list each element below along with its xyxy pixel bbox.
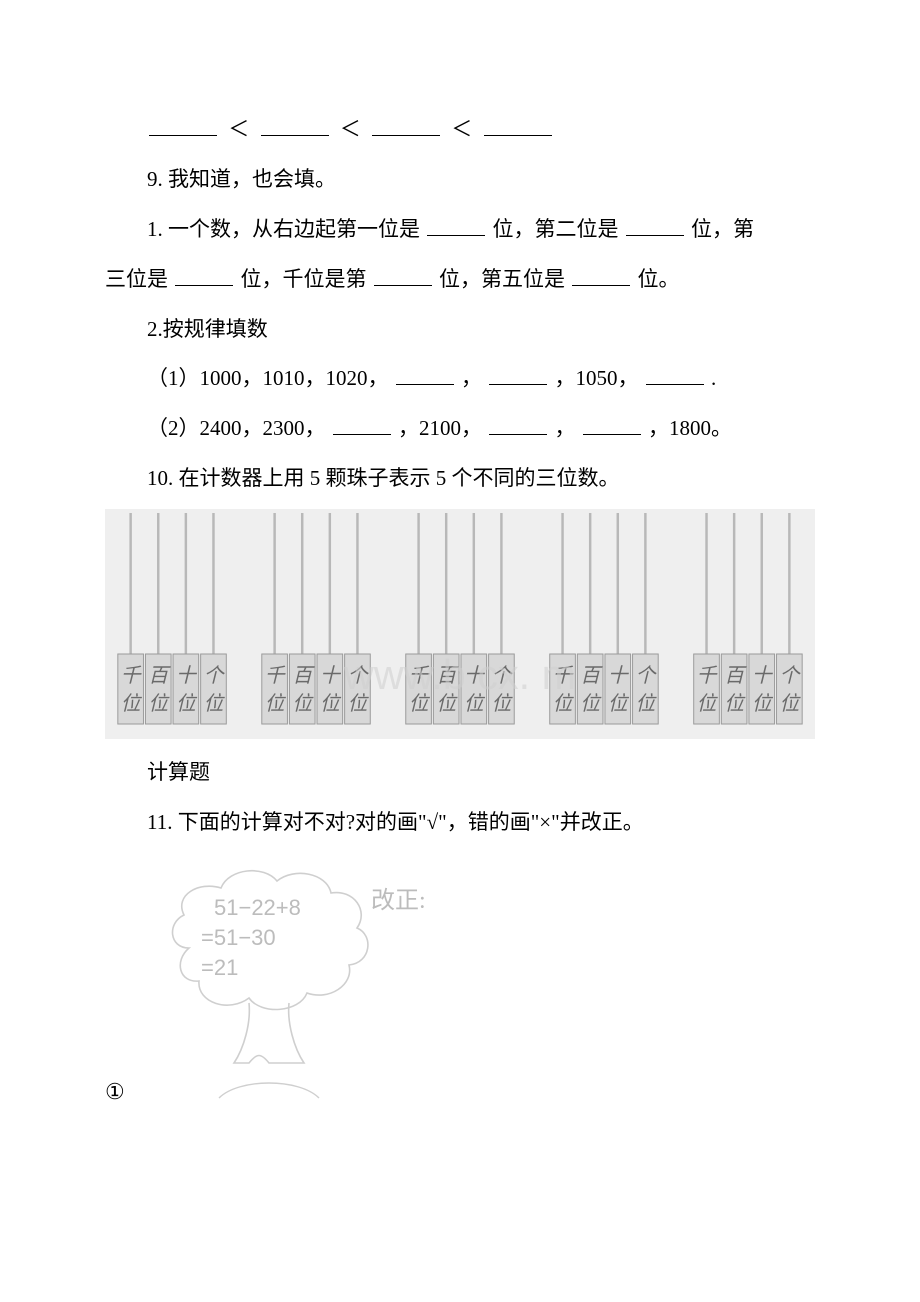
svg-text:十: 十 (752, 665, 774, 687)
tree-expr-3: =21 (201, 955, 238, 980)
svg-text:位: 位 (724, 693, 746, 715)
svg-text:个: 个 (204, 665, 226, 687)
svg-text:百: 百 (148, 665, 171, 687)
question-9-1: 1. 一个数，从右边起第一位是 位，第二位是 位，第 (105, 210, 815, 250)
blank-field[interactable] (646, 362, 704, 385)
blank-field[interactable] (374, 263, 432, 286)
svg-text:位: 位 (320, 693, 342, 715)
text: . (711, 366, 716, 390)
svg-text:百: 百 (580, 665, 603, 687)
svg-text:千: 千 (697, 665, 719, 687)
blank-field[interactable] (489, 412, 547, 435)
blank-field[interactable] (372, 113, 440, 136)
svg-text:千: 千 (121, 665, 143, 687)
tree-correction-label: 改正: (371, 887, 426, 914)
tree-expr-2: =51−30 (201, 925, 276, 950)
svg-text:个: 个 (636, 665, 658, 687)
blank-field[interactable] (396, 362, 454, 385)
svg-text:位: 位 (580, 693, 602, 715)
text: ，1050， (555, 366, 639, 390)
svg-text:位: 位 (265, 693, 287, 715)
text: ， (555, 416, 576, 440)
tree-svg: 51−22+8 =51−30 =21 改正: (149, 853, 469, 1113)
svg-text:位: 位 (608, 693, 630, 715)
sequence-2: （2）2400，2300， ，2100， ， ，1800。 (105, 409, 815, 449)
question-9-1-cont: 三位是 位，千位是第 位，第五位是 位。 (105, 260, 815, 300)
svg-text:位: 位 (636, 693, 658, 715)
tree-expr-1: 51−22+8 (214, 895, 301, 920)
blank-field[interactable] (427, 213, 485, 236)
abacus-svg: 千位百位十位个位千位百位十位个位千位百位十位个位千位百位十位个位千位百位十位个位… (105, 509, 815, 739)
blank-field[interactable] (626, 213, 684, 236)
calc-section-title: 计算题 (105, 753, 815, 793)
text: 位，第五位是 (439, 267, 565, 291)
blank-field[interactable] (572, 263, 630, 286)
text: 位，第二位是 (493, 217, 619, 241)
question-10: 10. 在计数器上用 5 颗珠子表示 5 个不同的三位数。 (105, 459, 815, 499)
blank-field[interactable] (484, 113, 552, 136)
text: 1. 一个数，从右边起第一位是 (147, 217, 420, 241)
svg-text:百: 百 (292, 665, 315, 687)
question-11: 11. 下面的计算对不对?对的画"√"，错的画"×"并改正。 (105, 803, 815, 843)
text: 位，千位是第 (241, 267, 367, 291)
svg-text:位: 位 (148, 693, 170, 715)
blank-field[interactable] (583, 412, 641, 435)
text: ，1800。 (648, 416, 732, 440)
text: （1）1000，1010，1020， (147, 366, 389, 390)
less-than: ＜ (451, 117, 472, 141)
watermark-text: www.b cx. m (343, 651, 576, 698)
text: 位，第 (691, 217, 754, 241)
svg-text:位: 位 (752, 693, 774, 715)
svg-text:位: 位 (697, 693, 719, 715)
svg-text:个: 个 (780, 665, 802, 687)
abacus-figure: 千位百位十位个位千位百位十位个位千位百位十位个位千位百位十位个位千位百位十位个位… (105, 509, 815, 739)
svg-text:位: 位 (780, 693, 802, 715)
circled-1: ① (105, 1071, 125, 1113)
less-than: ＜ (228, 117, 249, 141)
blank-field[interactable] (333, 412, 391, 435)
svg-text:十: 十 (320, 665, 342, 687)
text: 三位是 (105, 267, 168, 291)
text: ，2100， (398, 416, 482, 440)
blank-field[interactable] (489, 362, 547, 385)
svg-text:千: 千 (265, 665, 287, 687)
question-9-2: 2.按规律填数 (105, 310, 815, 350)
svg-text:位: 位 (121, 693, 143, 715)
svg-text:位: 位 (176, 693, 198, 715)
text: （2）2400，2300， (147, 416, 326, 440)
tree-figure: 51−22+8 =51−30 =21 改正: (149, 853, 469, 1113)
text: ， (461, 366, 482, 390)
svg-text:十: 十 (176, 665, 198, 687)
inequality-line: ＜ ＜ ＜ (105, 110, 815, 150)
question-9-title: 9. 我知道，也会填。 (105, 160, 815, 200)
svg-text:十: 十 (608, 665, 630, 687)
blank-field[interactable] (261, 113, 329, 136)
blank-field[interactable] (175, 263, 233, 286)
tree-figure-row: ① 51−22+8 =51−30 =21 改正: (105, 853, 815, 1113)
sequence-1: （1）1000，1010，1020， ， ，1050， . (105, 359, 815, 399)
svg-text:位: 位 (292, 693, 314, 715)
blank-field[interactable] (149, 113, 217, 136)
svg-text:位: 位 (204, 693, 226, 715)
svg-text:百: 百 (724, 665, 747, 687)
text: 位。 (638, 267, 680, 291)
less-than: ＜ (340, 117, 361, 141)
